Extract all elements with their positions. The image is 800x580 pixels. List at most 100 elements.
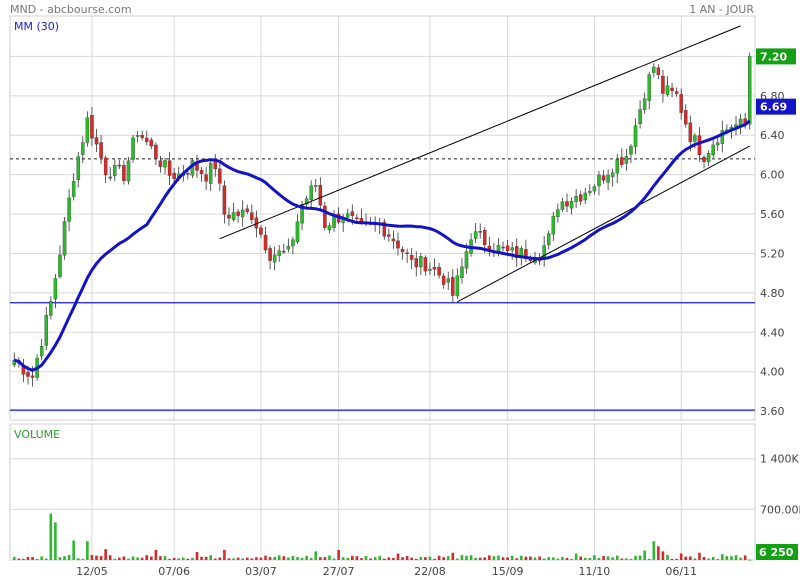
value-tags: 7.20 6.69 6 250: [756, 48, 798, 560]
candle-body: [560, 201, 565, 210]
candle-body: [282, 250, 286, 253]
candle: [154, 142, 158, 166]
volume-bar: [113, 558, 117, 560]
volume-bar: [615, 555, 619, 560]
candle-body: [656, 67, 661, 75]
candle-body: [103, 157, 108, 175]
candle-body: [624, 156, 629, 164]
candle-body: [108, 176, 112, 179]
candle-body: [163, 160, 167, 168]
volume-bar: [382, 558, 386, 560]
candle: [610, 168, 615, 187]
candle: [208, 158, 213, 191]
candle-body: [592, 186, 597, 192]
candle-body: [642, 98, 647, 110]
candle-body: [437, 267, 441, 276]
volume-bar: [40, 556, 43, 560]
volume-bar: [255, 557, 258, 560]
candle-body: [665, 85, 670, 95]
candle: [117, 160, 122, 170]
candle-body: [551, 215, 556, 235]
candle-body: [405, 252, 409, 254]
volume-bar: [241, 558, 244, 560]
candle: [167, 151, 172, 185]
volume-bar: [332, 558, 336, 560]
candle-body: [606, 174, 610, 183]
period-selector[interactable]: 1 AN - JOUR: [689, 3, 754, 16]
candle: [163, 157, 167, 175]
candle: [684, 104, 688, 128]
candle-body: [318, 185, 323, 206]
candle-body: [272, 254, 277, 263]
volume-bar: [351, 555, 354, 560]
candle: [67, 189, 71, 232]
candle-body: [441, 275, 446, 285]
candle: [574, 188, 578, 208]
candle-body: [702, 156, 706, 162]
volume-bar: [465, 555, 468, 560]
volume-bar: [373, 557, 377, 560]
candle-body: [473, 231, 478, 239]
volume-bar: [341, 557, 345, 560]
candle-body: [62, 221, 67, 256]
candle-body: [67, 197, 71, 222]
volume-bar: [510, 555, 514, 560]
volume-bar: [606, 556, 610, 560]
volume-bar: [328, 555, 331, 560]
candle-body: [314, 185, 318, 187]
candle-body: [113, 165, 117, 176]
candle: [126, 156, 131, 185]
candle-body: [227, 214, 231, 219]
candle-body: [99, 142, 103, 158]
volume-bar: [346, 558, 350, 560]
volume-bar: [67, 555, 71, 560]
candle: [414, 251, 419, 277]
candle-body: [300, 204, 304, 224]
candle: [473, 223, 478, 243]
volume-bar: [122, 556, 126, 560]
volume-bar: [364, 556, 368, 560]
volume-bar: [643, 550, 646, 560]
candle-body: [455, 275, 460, 297]
volume-bar: [145, 555, 149, 560]
volume-bar: [533, 557, 537, 560]
candle: [455, 268, 460, 300]
volume-bar: [44, 558, 48, 560]
price-tick-label: 5.60: [760, 208, 785, 221]
candle-body: [706, 153, 711, 163]
candle-body: [464, 251, 469, 269]
candle: [263, 226, 268, 254]
volume-bar: [424, 557, 427, 560]
date-tick-label: 12/05: [76, 565, 108, 578]
candle-body: [309, 185, 313, 200]
candle: [218, 159, 222, 192]
candle-body: [58, 254, 62, 277]
volume-bar: [725, 556, 729, 560]
candle: [652, 63, 656, 78]
volume-bar: [99, 555, 103, 560]
volume-bar: [268, 557, 272, 560]
volume-bar: [583, 557, 587, 560]
volume-bar: [86, 541, 89, 560]
candle-body: [30, 375, 35, 378]
candle: [405, 248, 409, 264]
candle-body: [684, 110, 688, 125]
candle-body: [39, 346, 44, 357]
candle-body: [149, 139, 154, 147]
candle-body: [26, 372, 30, 377]
candle-body: [250, 212, 254, 220]
candle-body: [231, 212, 236, 220]
volume-bar: [456, 558, 459, 560]
candle: [432, 258, 437, 276]
volume-bar: [433, 558, 436, 560]
volume-bar: [127, 558, 130, 560]
candle-body: [615, 159, 619, 174]
volume-bar: [17, 558, 21, 560]
volume-bar: [186, 558, 190, 560]
candle: [451, 269, 455, 304]
candle-body: [81, 142, 85, 155]
candle: [323, 201, 327, 231]
volume-bar: [172, 557, 176, 560]
candle-body: [661, 75, 665, 94]
volume-bar: [245, 557, 249, 560]
